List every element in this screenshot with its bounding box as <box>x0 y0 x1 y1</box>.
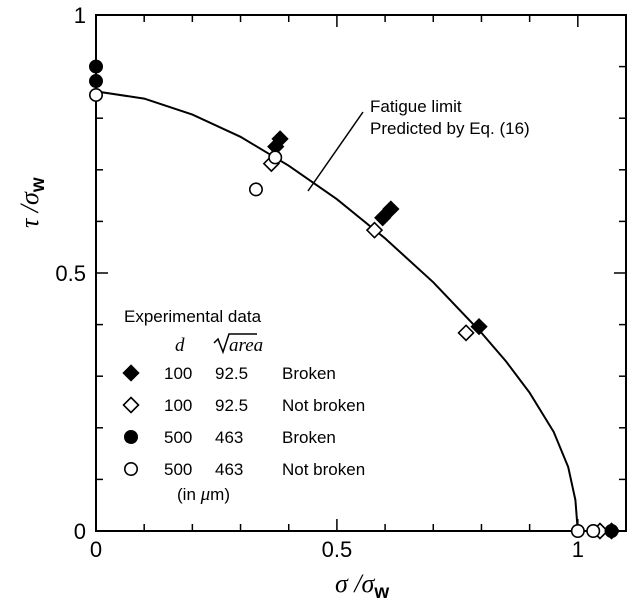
legend-marker-circle-filled <box>124 429 139 444</box>
legend-row-d: 100 <box>164 364 192 383</box>
annotation-leader-line <box>307 111 364 192</box>
legend-row-area: 463 <box>215 428 243 447</box>
plot-frame <box>95 14 627 532</box>
legend-marker-circle-open <box>124 461 139 476</box>
axis-ticks <box>95 14 627 532</box>
legend-row-d: 500 <box>164 428 192 447</box>
data-point-circle-open <box>268 150 283 165</box>
data-point-circle-open <box>89 87 104 102</box>
curve-annotation: Fatigue limit Predicted by Eq. (16) <box>307 97 530 192</box>
annotation-line1: Fatigue limit <box>370 97 462 116</box>
y-tick-label: 1 <box>74 3 86 28</box>
legend-header-area: area <box>229 335 263 356</box>
legend-row: 500 463 Not broken <box>124 460 365 479</box>
x-tick-label: 0.5 <box>322 537 353 562</box>
legend-unit-note: (in μm) <box>177 484 230 505</box>
data-point-circle-open <box>586 523 601 538</box>
legend-unit-mu: μ <box>200 484 211 505</box>
legend-marker-diamond-open <box>122 396 140 414</box>
y-axis-title-main: τ /σ <box>15 191 44 228</box>
legend-marker-diamond-filled <box>122 364 140 382</box>
data-point-diamond-open <box>457 324 475 342</box>
sqrt-symbol <box>213 333 257 355</box>
axis-tick-labels: 0 0.5 1 0 0.5 1 <box>55 3 584 562</box>
y-tick-label: 0.5 <box>55 261 86 286</box>
legend-unit-suffix: m) <box>210 485 230 504</box>
legend-row-status: Broken <box>282 364 336 383</box>
data-point-diamond-filled <box>470 318 488 336</box>
plot-area <box>95 14 627 532</box>
legend-unit-prefix: (in <box>177 485 201 504</box>
data-point-diamond-filled <box>382 200 400 218</box>
x-tick-label: 1 <box>572 537 584 562</box>
data-point-circle-filled <box>89 59 104 74</box>
legend-row-area: 463 <box>215 460 243 479</box>
x-axis-title-sub: w <box>373 582 389 603</box>
data-point-circle-filled <box>89 74 104 89</box>
legend-header-d: d <box>175 335 185 356</box>
annotation-line2: Predicted by Eq. (16) <box>370 119 530 138</box>
legend-title: Experimental data <box>124 307 262 326</box>
legend-row: 500 463 Broken <box>124 428 336 447</box>
data-point-circle-open <box>570 523 585 538</box>
legend-row-d: 500 <box>164 460 192 479</box>
legend: Experimental data d area 100 92.5 Broken10… <box>122 307 365 505</box>
legend-row: 100 92.5 Broken <box>122 364 336 383</box>
legend-row-area: 92.5 <box>215 396 248 415</box>
data-point-diamond-open <box>365 221 384 239</box>
data-point-circle-filled <box>604 523 619 538</box>
data-point-diamond-filled <box>271 130 289 148</box>
data-point-diamond-filled <box>374 209 392 227</box>
legend-row-status: Broken <box>282 428 336 447</box>
fatigue-limit-curve-group <box>95 90 579 532</box>
legend-row-status: Not broken <box>282 396 365 415</box>
data-point-circle-open <box>248 182 263 197</box>
legend-row-d: 100 <box>164 396 192 415</box>
fatigue-limit-curve <box>95 90 579 532</box>
x-tick-label: 0 <box>90 537 102 562</box>
legend-row: 100 92.5 Not broken <box>122 396 365 415</box>
axis-titles: σ /σw τ /σw <box>15 177 389 603</box>
y-axis-title: τ /σw <box>15 177 49 228</box>
legend-row-area: 92.5 <box>215 364 248 383</box>
y-axis-title-sub: w <box>28 177 49 193</box>
legend-row-status: Not broken <box>282 460 365 479</box>
data-points <box>89 59 621 540</box>
x-axis-title-main: σ /σ <box>335 569 376 598</box>
x-axis-title: σ /σw <box>335 569 389 603</box>
y-tick-label: 0 <box>74 519 86 544</box>
